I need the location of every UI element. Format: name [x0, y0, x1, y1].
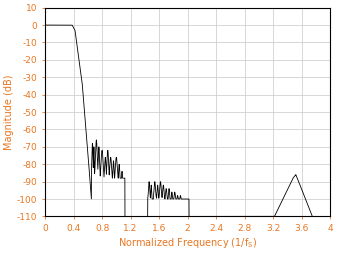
X-axis label: Normalized Frequency (1/f$_\mathregular{S}$): Normalized Frequency (1/f$_\mathregular{…: [118, 236, 257, 250]
Y-axis label: Magnitude (dB): Magnitude (dB): [4, 74, 14, 150]
